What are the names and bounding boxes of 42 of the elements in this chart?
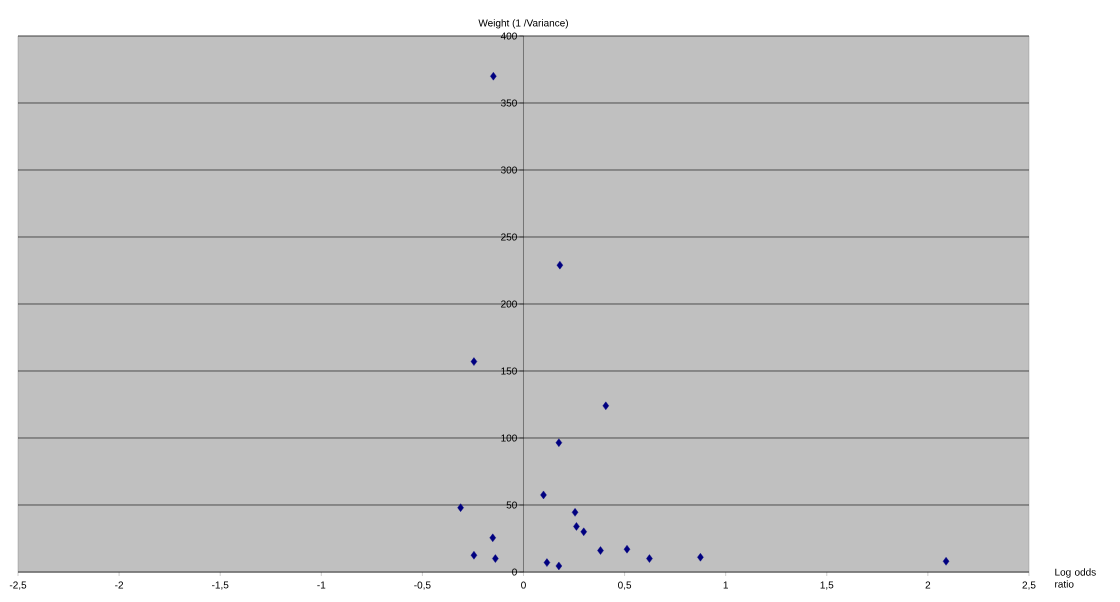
y-tick-label: 50 bbox=[506, 501, 517, 509]
x-tick-label: -0,5 bbox=[414, 581, 431, 590]
point bbox=[597, 546, 604, 555]
point bbox=[555, 438, 563, 447]
point bbox=[457, 503, 464, 512]
x-tick-label: 1,5 bbox=[820, 581, 834, 590]
point bbox=[697, 553, 704, 562]
x-tick-label: 2 bbox=[925, 581, 931, 589]
x-axis-title: Log odds ratio bbox=[1055, 568, 1096, 588]
y-tick-label: 0 bbox=[512, 568, 517, 576]
point bbox=[623, 545, 631, 554]
point bbox=[571, 508, 579, 517]
y-axis-title: Weight (1 /Variance) bbox=[478, 19, 568, 29]
y-tick-label: 350 bbox=[500, 99, 517, 107]
point bbox=[543, 558, 551, 567]
point bbox=[540, 490, 547, 500]
y-tick-label: 100 bbox=[501, 434, 517, 442]
x-tick-label: 0 bbox=[521, 581, 526, 589]
y-tick-label: 250 bbox=[501, 233, 517, 241]
point bbox=[573, 522, 580, 531]
x-tick-label: -2 bbox=[115, 581, 124, 589]
point bbox=[489, 533, 496, 543]
point bbox=[942, 557, 950, 566]
y-tick-label: 200 bbox=[501, 300, 517, 308]
point bbox=[470, 551, 478, 560]
point bbox=[556, 260, 564, 270]
point bbox=[490, 71, 497, 81]
x-tick-label: 1 bbox=[723, 581, 728, 589]
y-tick-label: 150 bbox=[501, 367, 517, 375]
y-tick-label: 400 bbox=[500, 32, 517, 40]
y-tick-label: 300 bbox=[500, 166, 517, 174]
point bbox=[602, 401, 609, 411]
point bbox=[555, 561, 563, 571]
x-tick-label: -1 bbox=[317, 581, 326, 589]
x-tick-label: 0,5 bbox=[618, 581, 632, 590]
x-tick-label: -1,5 bbox=[212, 581, 229, 590]
x-tick-label: -2,5 bbox=[9, 581, 27, 590]
point bbox=[580, 527, 587, 536]
point bbox=[470, 357, 478, 366]
x-tick-label: 2,5 bbox=[1022, 581, 1036, 590]
point bbox=[646, 554, 653, 563]
point bbox=[492, 554, 499, 563]
